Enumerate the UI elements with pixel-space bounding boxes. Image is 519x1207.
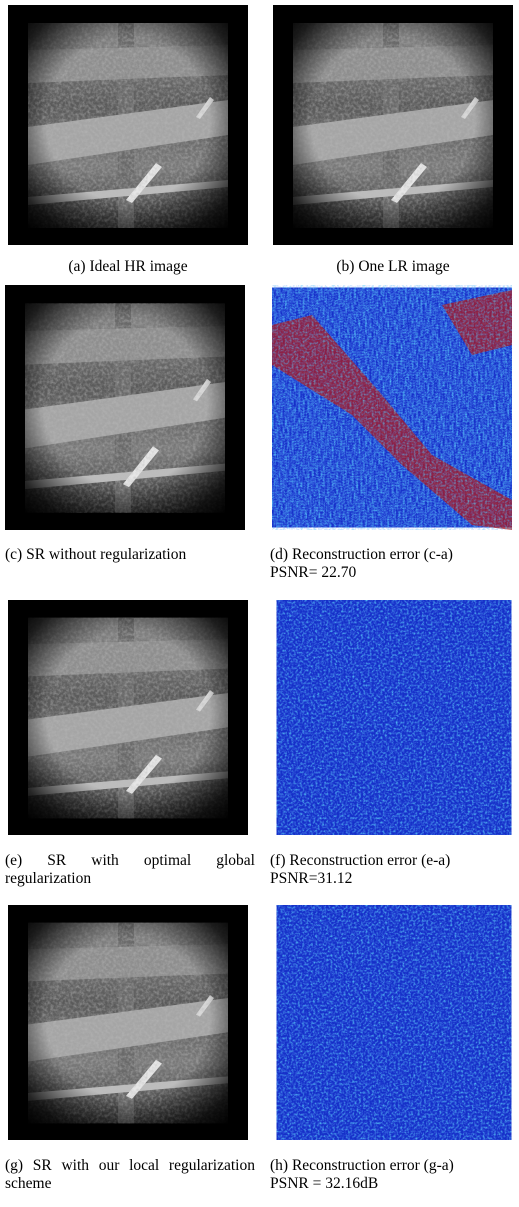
caption-e: (e) SR with optimal global regularizatio… xyxy=(5,852,255,888)
image-sr-global-reg xyxy=(8,600,248,835)
caption-text: (c) SR without regularization xyxy=(5,546,187,563)
psnr-text: PSNR= 22.70 xyxy=(270,564,357,581)
image-error-d xyxy=(272,285,512,530)
image-sr-no-reg xyxy=(5,285,245,530)
image-error-f xyxy=(275,600,513,835)
caption-text: (g) SR with our local regularization sch… xyxy=(5,1157,255,1192)
psnr-text: PSNR=31.12 xyxy=(270,870,353,887)
image-one-lr xyxy=(273,5,513,245)
caption-text: (e) SR with optimal global regularizatio… xyxy=(5,852,255,887)
caption-text: (a) Ideal HR image xyxy=(68,258,188,275)
caption-c: (c) SR without regularization xyxy=(5,546,255,564)
image-error-h xyxy=(275,905,513,1140)
caption-text: (b) One LR image xyxy=(336,258,450,275)
psnr-text: PSNR = 32.16dB xyxy=(270,1175,379,1192)
caption-b: (b) One LR image xyxy=(268,258,518,276)
image-sr-local-reg xyxy=(8,905,248,1140)
caption-d: (d) Reconstruction error (c-a) PSNR= 22.7… xyxy=(270,546,519,582)
caption-a: (a) Ideal HR image xyxy=(3,258,253,276)
caption-g: (g) SR with our local regularization sch… xyxy=(5,1157,255,1193)
caption-f: (f) Reconstruction error (e-a) PSNR=31.12 xyxy=(270,852,519,888)
caption-text: (d) Reconstruction error (c-a) xyxy=(270,546,453,563)
caption-h: (h) Reconstruction error (g-a) PSNR = 32.… xyxy=(270,1157,519,1193)
caption-text: (f) Reconstruction error (e-a) xyxy=(270,852,451,869)
caption-text: (h) Reconstruction error (g-a) xyxy=(270,1157,454,1174)
image-ideal-hr xyxy=(8,5,248,245)
